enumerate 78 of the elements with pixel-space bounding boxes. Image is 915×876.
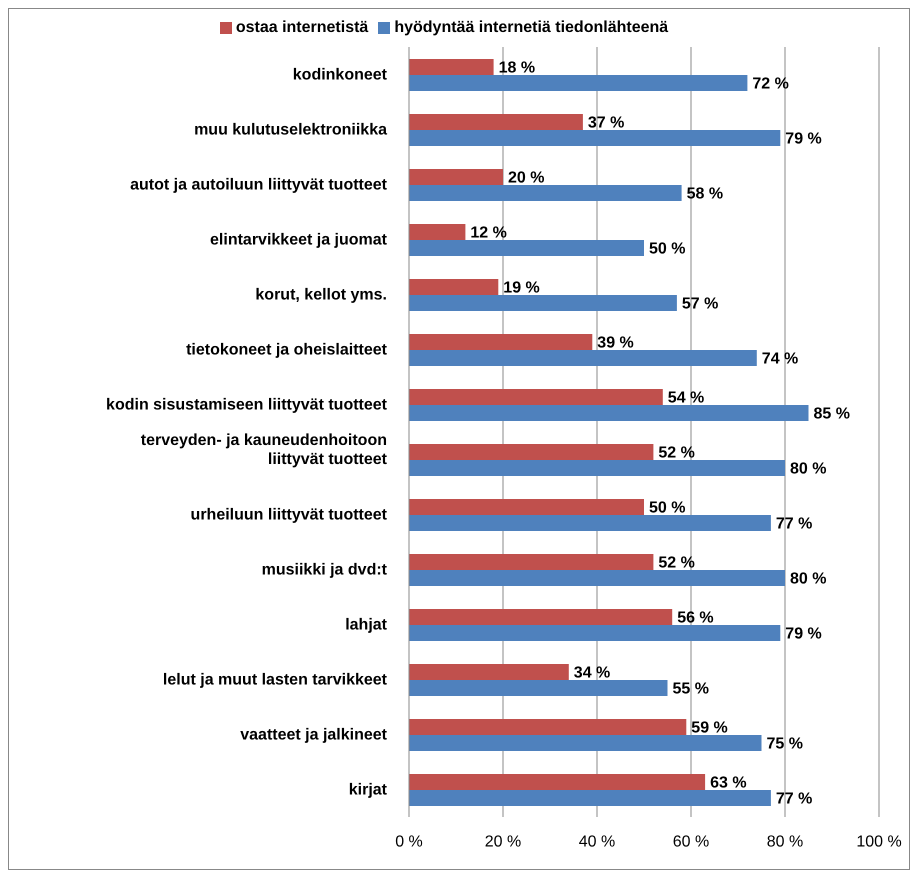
bar xyxy=(409,444,654,460)
x-tick-label: 40 % xyxy=(578,833,616,850)
data-label: 58 % xyxy=(686,186,724,203)
y-tick-label: urheiluun liittyvät tuotteet xyxy=(190,506,388,524)
bar xyxy=(409,185,682,201)
bar xyxy=(409,554,654,570)
data-label: 56 % xyxy=(677,610,714,627)
data-label: 19 % xyxy=(503,280,540,297)
data-label: 57 % xyxy=(682,296,718,313)
data-label: 77 % xyxy=(776,516,812,533)
bar xyxy=(409,75,748,91)
y-tick-label: lelut ja muut lasten tarvikkeet xyxy=(162,672,388,688)
y-tick-label: kirjat xyxy=(348,782,388,798)
legend-label: ostaa internetistä xyxy=(236,19,368,36)
bar xyxy=(409,735,762,751)
x-tick-label: 60 % xyxy=(672,833,710,850)
x-tick-label: 0 % xyxy=(395,833,423,850)
x-tick-label: 80 % xyxy=(766,833,804,850)
x-tick-label: 20 % xyxy=(484,833,522,850)
bar xyxy=(409,664,569,680)
bar xyxy=(409,515,771,531)
data-label: 52 % xyxy=(658,554,695,572)
bar xyxy=(409,790,771,806)
bar xyxy=(409,130,780,146)
data-label: 52 % xyxy=(658,444,695,462)
bar xyxy=(409,389,663,405)
data-label: 34 % xyxy=(574,664,610,682)
bar xyxy=(409,499,644,515)
y-tick-label: muu kulutuselektroniikka xyxy=(194,122,388,138)
data-label: 59 % xyxy=(691,720,728,737)
data-label: 54 % xyxy=(668,390,704,407)
bar xyxy=(409,719,686,735)
bar xyxy=(409,295,677,311)
data-label: 55 % xyxy=(672,680,709,698)
data-label: 37 % xyxy=(588,114,624,132)
bar xyxy=(409,460,785,476)
data-label: 79 % xyxy=(785,130,822,148)
y-tick-label: kodin sisustamiseen liittyvät tuotteet xyxy=(106,396,388,414)
data-label: 72 % xyxy=(752,76,789,93)
data-label: 20 % xyxy=(508,170,544,187)
bar xyxy=(409,334,592,350)
x-tick-label: 100 % xyxy=(856,833,902,850)
bar xyxy=(409,169,503,185)
bar xyxy=(409,680,668,696)
y-tick-label: lahjat xyxy=(345,616,388,634)
bar xyxy=(409,625,780,641)
y-tick-label: tietokoneet ja oheislaitteet xyxy=(186,342,388,358)
data-label: 79 % xyxy=(785,626,822,643)
data-label: 39 % xyxy=(597,334,634,352)
y-tick-label: vaatteet ja jalkineet xyxy=(240,726,388,744)
bar xyxy=(409,570,785,586)
data-label: 12 % xyxy=(470,224,507,242)
legend-label: hyödyntää internetiä tiedonlähteenä xyxy=(394,19,668,36)
y-tick-label: musiikki ja dvd:t xyxy=(262,562,388,578)
bar xyxy=(409,240,644,256)
bar xyxy=(409,224,466,240)
bar xyxy=(409,59,494,75)
bar xyxy=(409,609,672,625)
data-label: 75 % xyxy=(766,736,803,753)
data-label: 63 % xyxy=(710,774,747,792)
y-tick-label: kodinkoneet xyxy=(292,66,388,84)
data-label: 85 % xyxy=(814,406,850,423)
y-tick-label: terveyden- ja kauneudenhoitoon liittyvät tuotteet xyxy=(140,432,388,468)
y-tick-label: autot ja autoiluun liittyvät tuotteet xyxy=(130,176,388,194)
data-label: 80 % xyxy=(790,460,826,478)
data-label: 77 % xyxy=(776,790,812,808)
data-label: 80 % xyxy=(790,570,826,588)
data-label: 50 % xyxy=(649,500,686,517)
bar xyxy=(409,774,706,790)
data-label: 50 % xyxy=(649,240,686,258)
bar xyxy=(409,279,498,295)
bar xyxy=(409,350,757,366)
data-label: 18 % xyxy=(498,60,536,77)
data-label: 74 % xyxy=(762,350,798,368)
bar xyxy=(409,114,583,130)
y-tick-label: elintarvikkeet ja juomat xyxy=(210,232,388,248)
bar xyxy=(409,405,808,421)
y-tick-label: korut, kellot yms. xyxy=(255,286,387,304)
